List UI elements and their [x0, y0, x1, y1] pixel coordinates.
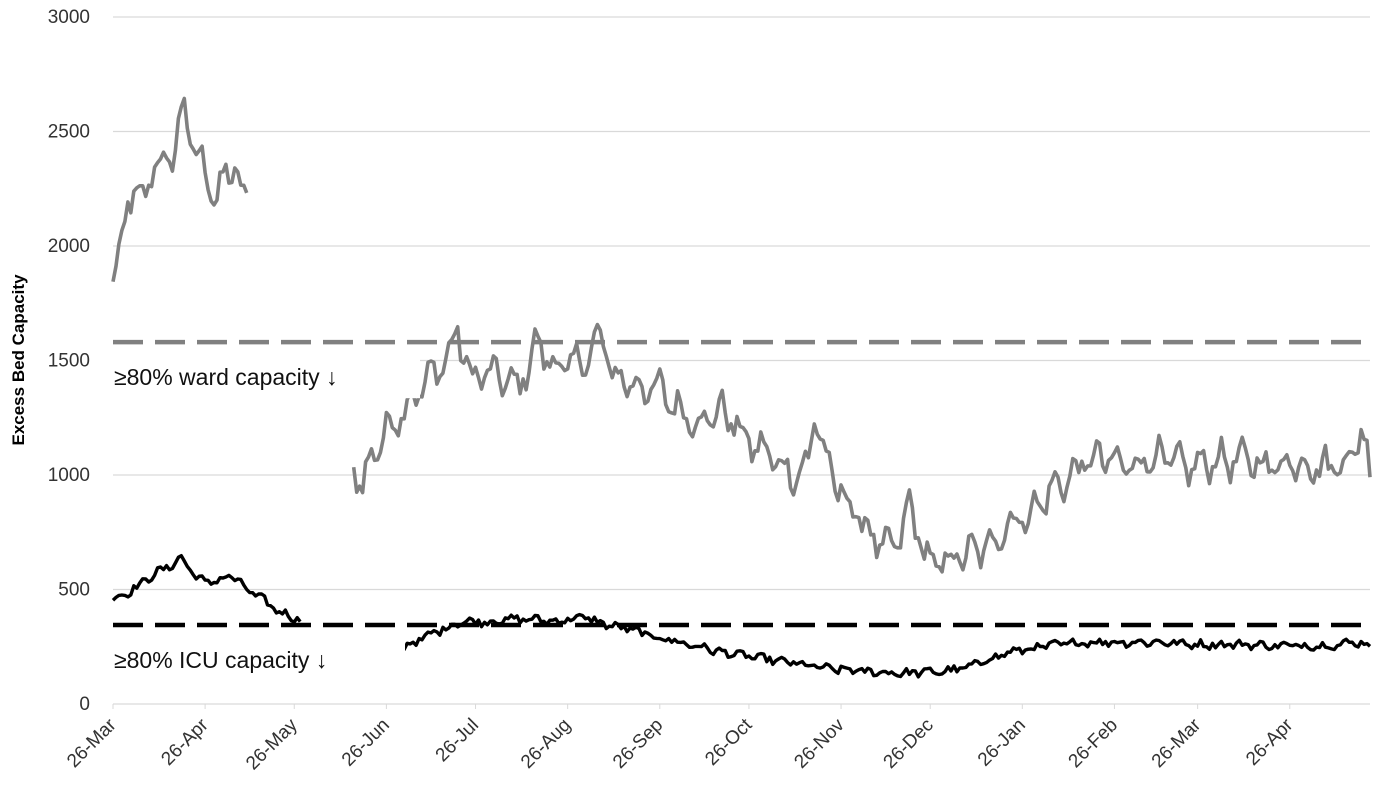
ward-series-line [111, 96, 1372, 574]
x-tick-label: 26-Dec [880, 715, 938, 773]
y-axis-ticks: 0 500 1000 1500 2000 2500 3000 [48, 7, 90, 715]
x-tick-label: 26-Apr [157, 714, 213, 770]
y-tick-label: 0 [79, 694, 90, 715]
y-tick-label: 3000 [48, 7, 90, 28]
ward-annotation-background [100, 356, 420, 399]
icu-series-line [111, 554, 1372, 679]
x-tick-label: 26-Jul [432, 715, 483, 766]
y-axis-title: Excess Bed Capacity [9, 274, 28, 446]
annotations: ≥80% ward capacity ↓ ≥80% ICU capacity ↓ [100, 356, 420, 685]
x-tick-label: 26-Feb [1065, 715, 1122, 772]
icu-annotation-background [100, 636, 405, 685]
icu-capacity-annotation: ≥80% ICU capacity ↓ [114, 647, 327, 673]
ward-capacity-annotation: ≥80% ward capacity ↓ [114, 364, 338, 390]
x-axis-ticks: 26-Mar 26-Apr 26-May 26-Jun 26-Jul 26-Aug 26-S… [63, 704, 1298, 774]
x-tick-label: 26-Oct [701, 714, 757, 770]
gridlines [113, 16, 1370, 591]
x-tick-label: 26-Mar [63, 714, 121, 772]
x-tick-label: 26-Nov [790, 714, 849, 773]
y-tick-label: 500 [58, 580, 90, 601]
y-tick-label: 1000 [48, 465, 90, 486]
x-tick-label: 26-Mar [1148, 714, 1206, 772]
x-tick-label: 26-Sep [609, 715, 667, 773]
x-tick-label: 26-Apr [1242, 714, 1298, 770]
y-tick-label: 2500 [48, 122, 90, 143]
x-tick-label: 26-Aug [517, 715, 575, 773]
x-tick-label: 26-Jun [338, 715, 394, 771]
y-tick-label: 2000 [48, 236, 90, 257]
x-tick-label: 26-Jan [974, 715, 1030, 771]
y-tick-label: 1500 [48, 351, 90, 372]
x-tick-label: 26-May [242, 714, 302, 774]
series-layer [111, 96, 1372, 679]
